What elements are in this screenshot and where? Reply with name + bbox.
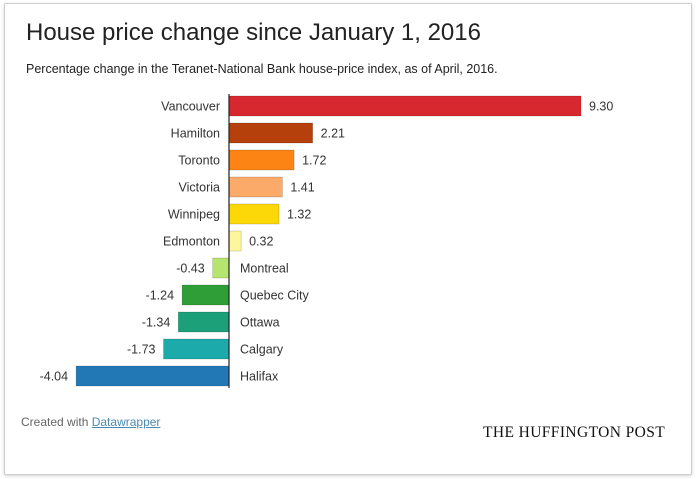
category-label: Winnipeg — [168, 208, 220, 222]
value-label: -0.43 — [176, 262, 205, 276]
value-label: 1.72 — [302, 154, 326, 168]
value-label: 2.21 — [321, 127, 345, 141]
category-label: Calgary — [240, 343, 284, 357]
category-label: Ottawa — [240, 316, 280, 330]
chart-card: House price change since January 1, 2016… — [4, 3, 692, 475]
bar-toronto — [228, 149, 295, 171]
bar-vancouver — [228, 95, 582, 117]
value-label: 1.41 — [290, 181, 314, 195]
value-label: -1.24 — [146, 289, 175, 303]
bar-hamilton — [228, 122, 313, 144]
value-label: -4.04 — [40, 370, 69, 384]
category-label: Victoria — [179, 181, 221, 195]
datawrapper-link[interactable]: Datawrapper — [91, 415, 161, 429]
category-label: Hamilton — [171, 127, 220, 141]
category-label: Montreal — [240, 262, 289, 276]
bar-winnipeg — [228, 203, 280, 225]
bar-edmonton — [228, 230, 242, 252]
chart-subtitle: Percentage change in the Teranet-Nationa… — [26, 62, 498, 76]
bar-ottawa — [177, 311, 230, 333]
value-label: 0.32 — [249, 235, 273, 249]
category-label: Toronto — [178, 154, 220, 168]
value-label: -1.73 — [127, 343, 156, 357]
bar-montreal — [212, 257, 230, 279]
huffington-post-logo: THE HUFFINGTON POST — [483, 424, 666, 441]
credit-prefix: Created with — [21, 415, 89, 429]
bar-quebec-city — [181, 284, 230, 306]
bar-halifax — [75, 365, 230, 387]
category-label: Quebec City — [240, 289, 310, 303]
bar-victoria — [228, 176, 283, 198]
value-label: 9.30 — [589, 100, 613, 114]
category-label: Edmonton — [163, 235, 220, 249]
value-label: 1.32 — [287, 208, 311, 222]
bar-calgary — [163, 338, 230, 360]
value-label: -1.34 — [142, 316, 171, 330]
chart-title: House price change since January 1, 2016 — [26, 19, 481, 46]
footer-credit: Created with Datawrapper — [21, 415, 160, 429]
category-label: Halifax — [240, 370, 279, 384]
category-label: Vancouver — [161, 100, 220, 114]
